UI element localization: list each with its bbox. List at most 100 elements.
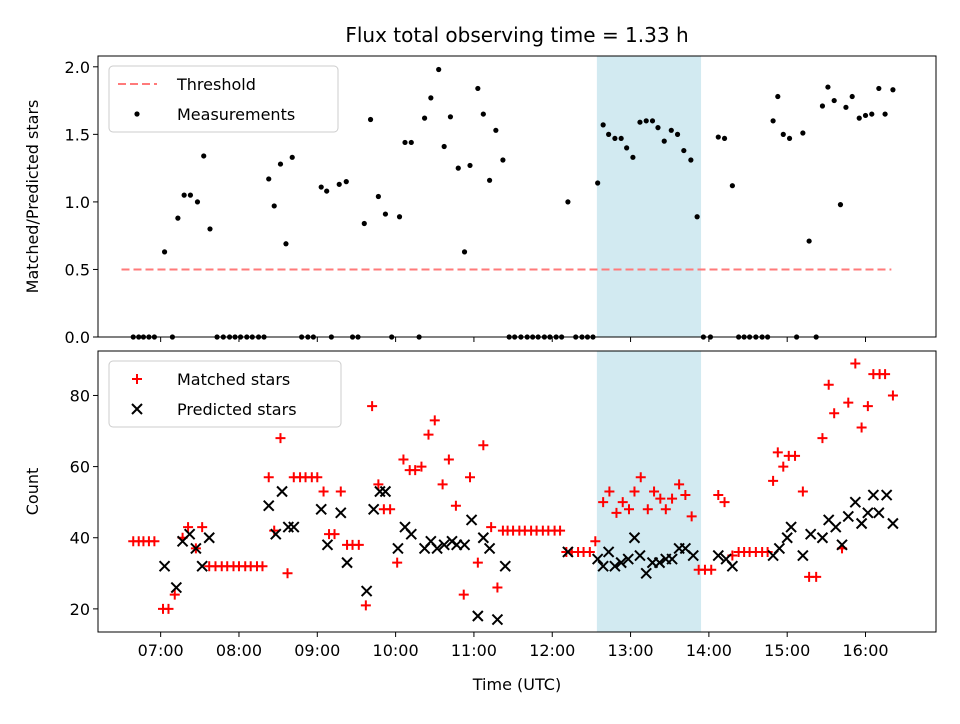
measurement-point bbox=[649, 118, 656, 124]
predicted-stars-point bbox=[458, 539, 471, 551]
predicted-stars-point bbox=[887, 517, 899, 530]
matched-stars-point bbox=[655, 493, 666, 504]
predicted-stars-point bbox=[276, 485, 288, 498]
predicted-stars-point bbox=[773, 542, 786, 555]
measurement-point bbox=[396, 214, 403, 220]
measurement-point bbox=[630, 154, 636, 160]
predicted-stars-point bbox=[190, 542, 202, 555]
matched-stars-point bbox=[762, 546, 773, 557]
predicted-stars-point bbox=[712, 549, 724, 562]
measurement-point bbox=[402, 139, 408, 146]
measurement-point bbox=[447, 114, 454, 120]
matched-stars-point bbox=[790, 450, 801, 461]
matched-stars-point bbox=[478, 440, 489, 451]
measurement-point bbox=[461, 249, 468, 255]
legend-predicted-swatch bbox=[131, 403, 143, 415]
x-tick-label: 08:00 bbox=[216, 641, 262, 660]
predicted-stars-point bbox=[263, 500, 275, 512]
predicted-stars-point bbox=[687, 549, 699, 562]
counts-ticks: 20 40 60 80 07:00 08:00 09:00 10:00 11:00 12:00 13… bbox=[70, 386, 889, 660]
measurement-point bbox=[187, 192, 194, 198]
measurement-point bbox=[831, 97, 837, 104]
measurement-point bbox=[271, 203, 277, 209]
matched-stars-point bbox=[642, 504, 653, 515]
counts-y-axis-label: Count bbox=[23, 468, 42, 516]
y-tick-label: 2.0 bbox=[65, 58, 90, 77]
chart-title: Flux total observing time = 1.33 h bbox=[345, 23, 688, 47]
predicted-stars-point bbox=[842, 510, 854, 523]
measurement-point bbox=[382, 211, 389, 217]
predicted-stars-point bbox=[785, 521, 797, 533]
measurement-point bbox=[600, 122, 606, 128]
y-tick-label: 40 bbox=[70, 529, 90, 548]
predicted-stars-point bbox=[634, 549, 646, 562]
predicted-stars-point bbox=[465, 514, 478, 526]
predicted-stars-point bbox=[836, 539, 848, 551]
matched-stars-point bbox=[486, 522, 497, 533]
measurement-point bbox=[493, 127, 499, 133]
measurement-point bbox=[819, 103, 826, 109]
plus-marker bbox=[132, 374, 142, 384]
predicted-stars-point bbox=[830, 521, 842, 533]
measurement-point bbox=[277, 161, 284, 167]
predicted-stars-point bbox=[183, 528, 196, 540]
measurement-point bbox=[770, 118, 776, 124]
matched-stars-point bbox=[269, 525, 280, 536]
measurement-point bbox=[595, 180, 601, 186]
predicted-stars-point bbox=[196, 560, 208, 572]
matched-stars-point bbox=[360, 600, 371, 611]
ratio-legend-box bbox=[108, 65, 339, 133]
measurement-point bbox=[637, 119, 643, 125]
matched-stars-point bbox=[660, 504, 671, 515]
predicted-stars-point bbox=[431, 542, 443, 555]
matched-stars-point bbox=[367, 401, 378, 412]
measurement-point bbox=[729, 183, 735, 189]
matched-stars-point bbox=[713, 490, 724, 501]
matched-stars-point bbox=[263, 472, 274, 483]
matched-stars-point bbox=[584, 546, 595, 557]
measurement-point bbox=[201, 153, 207, 159]
counts-legend-box bbox=[108, 360, 342, 428]
predicted-stars-point bbox=[367, 503, 380, 515]
predicted-stars-point bbox=[597, 560, 609, 572]
measurement-point bbox=[565, 199, 571, 205]
measurement-point bbox=[289, 154, 295, 160]
measurement-point bbox=[849, 93, 855, 100]
x-tick-label: 16:00 bbox=[842, 641, 888, 660]
matched-stars-point bbox=[282, 568, 293, 579]
measurement-point bbox=[436, 66, 442, 73]
matched-stars-point bbox=[843, 397, 854, 408]
matched-stars-point bbox=[829, 408, 840, 419]
matched-stars-point bbox=[472, 557, 483, 568]
matched-stars-point bbox=[398, 454, 409, 465]
measurement-point bbox=[612, 135, 618, 142]
y-tick-label: 0.5 bbox=[65, 260, 90, 279]
measurement-point bbox=[318, 184, 324, 190]
predicted-stars-point bbox=[392, 542, 404, 555]
x-axis-label: Time (UTC) bbox=[472, 675, 561, 694]
matched-stars-point bbox=[385, 504, 396, 515]
x-tick-label: 15:00 bbox=[764, 641, 810, 660]
matched-stars-point bbox=[623, 504, 634, 515]
matched-stars-point bbox=[555, 525, 566, 536]
legend-matched-label: Matched stars bbox=[177, 370, 290, 389]
predicted-stars-point bbox=[666, 553, 678, 565]
predicted-stars-point bbox=[862, 507, 874, 519]
observing-window-span bbox=[596, 56, 702, 337]
predicted-stars-point bbox=[726, 560, 739, 572]
measurement-point bbox=[661, 138, 667, 144]
predicted-stars-point bbox=[880, 489, 893, 501]
matched-stars-point bbox=[275, 433, 286, 444]
measurement-point bbox=[421, 115, 428, 121]
measurement-point bbox=[806, 238, 812, 244]
matched-stars-point bbox=[856, 422, 867, 433]
matched-stars-point bbox=[492, 582, 503, 593]
predicted-stars-point bbox=[315, 503, 327, 515]
predicted-stars-point bbox=[562, 546, 574, 558]
predicted-stars-point bbox=[282, 521, 295, 533]
matched-stars-point bbox=[149, 536, 160, 547]
predicted-stars-point bbox=[341, 556, 353, 569]
predicted-stars-point bbox=[615, 556, 627, 569]
x-marker bbox=[131, 403, 143, 415]
matched-stars-point bbox=[768, 475, 779, 486]
